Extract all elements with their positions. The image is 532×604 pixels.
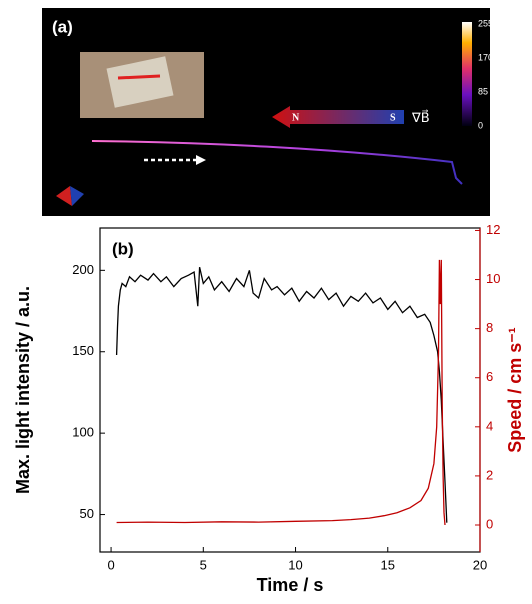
y-axis-label: Max. light intensity / a.u. [13,286,33,494]
x-tick-label: 5 [200,557,207,572]
y2-tick-label: 10 [486,271,500,286]
y-tick-label: 50 [80,506,94,521]
y-tick-label: 200 [72,262,94,277]
y2-tick-label: 6 [486,369,493,384]
magnet-arrow [272,106,404,128]
data-line [116,259,446,526]
y2-tick-label: 4 [486,418,493,433]
x-tick-label: 0 [107,557,114,572]
colorbar-tick: 170 [478,52,493,62]
y2-tick-label: 12 [486,222,500,237]
colorbar [462,22,472,126]
panel-label: (a) [52,17,73,36]
gradient-label: ∇B⃗ [411,110,430,125]
inset-arrow [117,74,161,80]
image-panel: (a) 255 170 85 0 N S ∇B⃗ [42,8,493,216]
colorbar-tick: 255 [478,18,493,28]
x-tick-label: 10 [288,557,302,572]
y2-axis-label: Speed / cm s⁻¹ [505,327,525,453]
x-tick-label: 20 [473,557,487,572]
data-line [115,266,448,523]
x-axis-label: Time / s [257,575,324,595]
y-tick-label: 100 [72,425,94,440]
colorbar-tick: 85 [478,86,488,96]
trajectory [91,140,463,185]
direction-arrowhead [196,155,206,165]
colorbar-tick: 0 [478,120,483,130]
panel-label: (b) [112,239,134,258]
x-tick-label: 15 [381,557,395,572]
corner-icon [56,186,72,206]
inset-device [106,56,174,108]
chart: (b) Time / s Max. light intensity / a.u.… [13,222,525,595]
y-tick-label: 150 [72,343,94,358]
y2-tick-label: 0 [486,516,493,531]
magnet-north: N [292,112,300,123]
y2-tick-label: 8 [486,320,493,335]
corner-icon [70,186,84,206]
y2-tick-label: 2 [486,467,493,482]
magnet-south: S [390,112,396,123]
